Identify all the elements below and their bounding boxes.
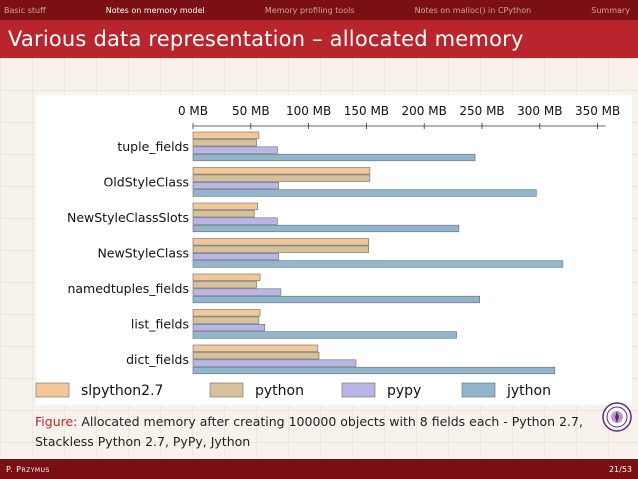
footer-page-number: 21/53 (608, 464, 632, 474)
bar (192, 131, 260, 139)
caption-label: Figure: (35, 414, 78, 429)
bar (192, 238, 370, 246)
nav-item-notes-on-memory-model[interactable]: Notes on memory model (105, 5, 205, 15)
bar (192, 210, 255, 218)
legend-label: python (255, 383, 304, 399)
bar (192, 309, 261, 317)
bar (192, 153, 476, 162)
x-tick-label: 50 MB (232, 104, 270, 118)
bar (192, 224, 460, 233)
slide-title-bar: Various data representation – allocated … (0, 20, 638, 58)
legend-label: jython (506, 383, 551, 399)
bar (192, 323, 265, 332)
legend-swatch (461, 382, 496, 398)
nav-item-notes-on-malloc[interactable]: Notes on malloc() in CPython (414, 5, 532, 15)
legend-swatch (209, 382, 244, 398)
legend-swatch (341, 382, 376, 398)
bar (192, 366, 556, 375)
bar (192, 352, 320, 360)
nav-item-summary[interactable]: Summary (591, 5, 630, 15)
bar (192, 182, 279, 190)
legend-swatch (35, 382, 70, 398)
category-label: dict_fields (126, 352, 189, 367)
category-label: list_fields (131, 316, 189, 331)
x-tick-label: 150 MB (344, 104, 389, 118)
slide-title: Various data representation – allocated … (8, 27, 524, 51)
caption-text: Allocated memory after creating 100000 o… (35, 414, 583, 449)
bar (192, 174, 371, 182)
category-label: tuple_fields (117, 139, 189, 154)
bar (192, 331, 457, 339)
bar (192, 344, 319, 352)
legend-label: slpython2.7 (81, 383, 163, 399)
x-tick-label: 0 MB (178, 104, 208, 118)
category-label: NewStyleClassSlots (67, 210, 189, 225)
bar (192, 260, 564, 268)
footer-bar: P. Przymus 21/53 (0, 459, 638, 479)
bar (192, 217, 278, 225)
bar (192, 253, 279, 261)
x-tick-label: 100 MB (286, 104, 331, 118)
category-label: OldStyleClass (103, 174, 189, 189)
nav-item-memory-profiling-tools[interactable]: Memory profiling tools (264, 5, 355, 15)
x-tick-label: 350 MB (575, 104, 620, 118)
x-tick-label: 200 MB (402, 104, 447, 118)
bar (192, 146, 278, 154)
bar (192, 273, 261, 281)
bar (192, 359, 357, 367)
footer-author: P. Przymus (6, 464, 50, 474)
figure-caption: Figure: Allocated memory after creating … (35, 412, 635, 452)
bar (192, 167, 371, 175)
bar (192, 202, 259, 210)
category-label: namedtuples_fields (67, 281, 189, 296)
bar (192, 295, 480, 304)
navigation-bar: Basic stuff Notes on memory model Memory… (0, 0, 638, 20)
bar (192, 189, 537, 197)
bar (192, 139, 257, 147)
bar (192, 288, 282, 296)
legend-label: pypy (387, 383, 421, 399)
x-tick-label: 300 MB (517, 104, 562, 118)
category-label: NewStyleClass (97, 245, 189, 260)
bar (192, 281, 257, 289)
x-tick-label: 250 MB (459, 104, 504, 118)
bar (192, 316, 260, 324)
university-seal-icon (602, 402, 632, 432)
bar (192, 245, 370, 253)
nav-item-basic-stuff[interactable]: Basic stuff (4, 5, 46, 15)
